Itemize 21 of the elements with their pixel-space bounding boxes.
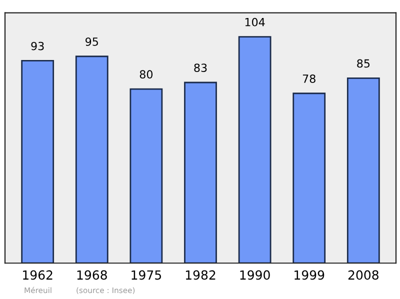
- bar: [75, 56, 108, 264]
- data-label: 93: [31, 42, 44, 50]
- x-tick-label: 1990: [240, 270, 270, 280]
- bar: [292, 92, 326, 264]
- data-label: 85: [357, 59, 370, 68]
- x-tick-label: 1975: [132, 270, 162, 280]
- x-tick-label: 2008: [348, 270, 378, 280]
- data-label: 80: [140, 70, 153, 79]
- x-tick-label: 1982: [186, 270, 216, 280]
- x-tick-label: 1962: [23, 270, 52, 280]
- bar: [184, 82, 217, 264]
- data-label: 78: [302, 74, 316, 83]
- data-label: 95: [86, 37, 98, 46]
- x-tick-label: 1968: [77, 270, 107, 280]
- bar: [21, 60, 54, 264]
- bar: [238, 36, 272, 264]
- data-label: 104: [245, 18, 265, 26]
- bar: [130, 88, 163, 264]
- bar: [346, 77, 380, 264]
- x-tick-label: 1999: [294, 270, 324, 280]
- data-label: 83: [194, 64, 207, 72]
